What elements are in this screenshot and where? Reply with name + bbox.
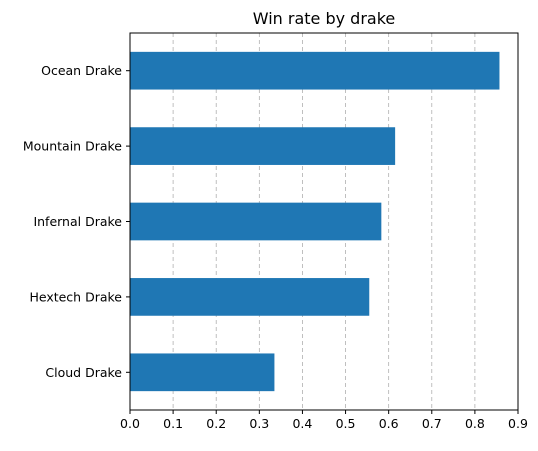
x-tick-label: 0.7 bbox=[422, 416, 442, 431]
x-tick-label: 0.9 bbox=[508, 416, 528, 431]
bar-cloud-drake bbox=[130, 353, 274, 391]
x-tick-label: 0.6 bbox=[379, 416, 399, 431]
y-tick-label: Hextech Drake bbox=[29, 289, 122, 304]
x-tick-label: 0.0 bbox=[120, 416, 140, 431]
x-tick-label: 0.2 bbox=[206, 416, 226, 431]
bars bbox=[130, 52, 499, 391]
y-tick-label: Ocean Drake bbox=[41, 63, 122, 78]
chart-title: Win rate by drake bbox=[253, 9, 396, 28]
bar-hextech-drake bbox=[130, 278, 369, 316]
bar-infernal-drake bbox=[130, 203, 381, 241]
x-axis: 0.0 0.1 0.2 0.3 0.4 0.5 0.6 0.7 0.8 0.9 bbox=[120, 410, 528, 431]
x-tick-label: 0.5 bbox=[336, 416, 356, 431]
x-tick-label: 0.8 bbox=[465, 416, 485, 431]
x-tick-label: 0.4 bbox=[292, 416, 312, 431]
y-axis: Cloud Drake Hextech Drake Infernal Drake Mo… bbox=[23, 63, 130, 380]
y-tick-label: Cloud Drake bbox=[45, 365, 122, 380]
bar-mountain-drake bbox=[130, 127, 395, 165]
y-tick-label: Infernal Drake bbox=[33, 214, 122, 229]
y-tick-label: Mountain Drake bbox=[23, 139, 122, 154]
x-tick-label: 0.1 bbox=[163, 416, 183, 431]
bar-ocean-drake bbox=[130, 52, 499, 90]
x-tick-label: 0.3 bbox=[249, 416, 269, 431]
